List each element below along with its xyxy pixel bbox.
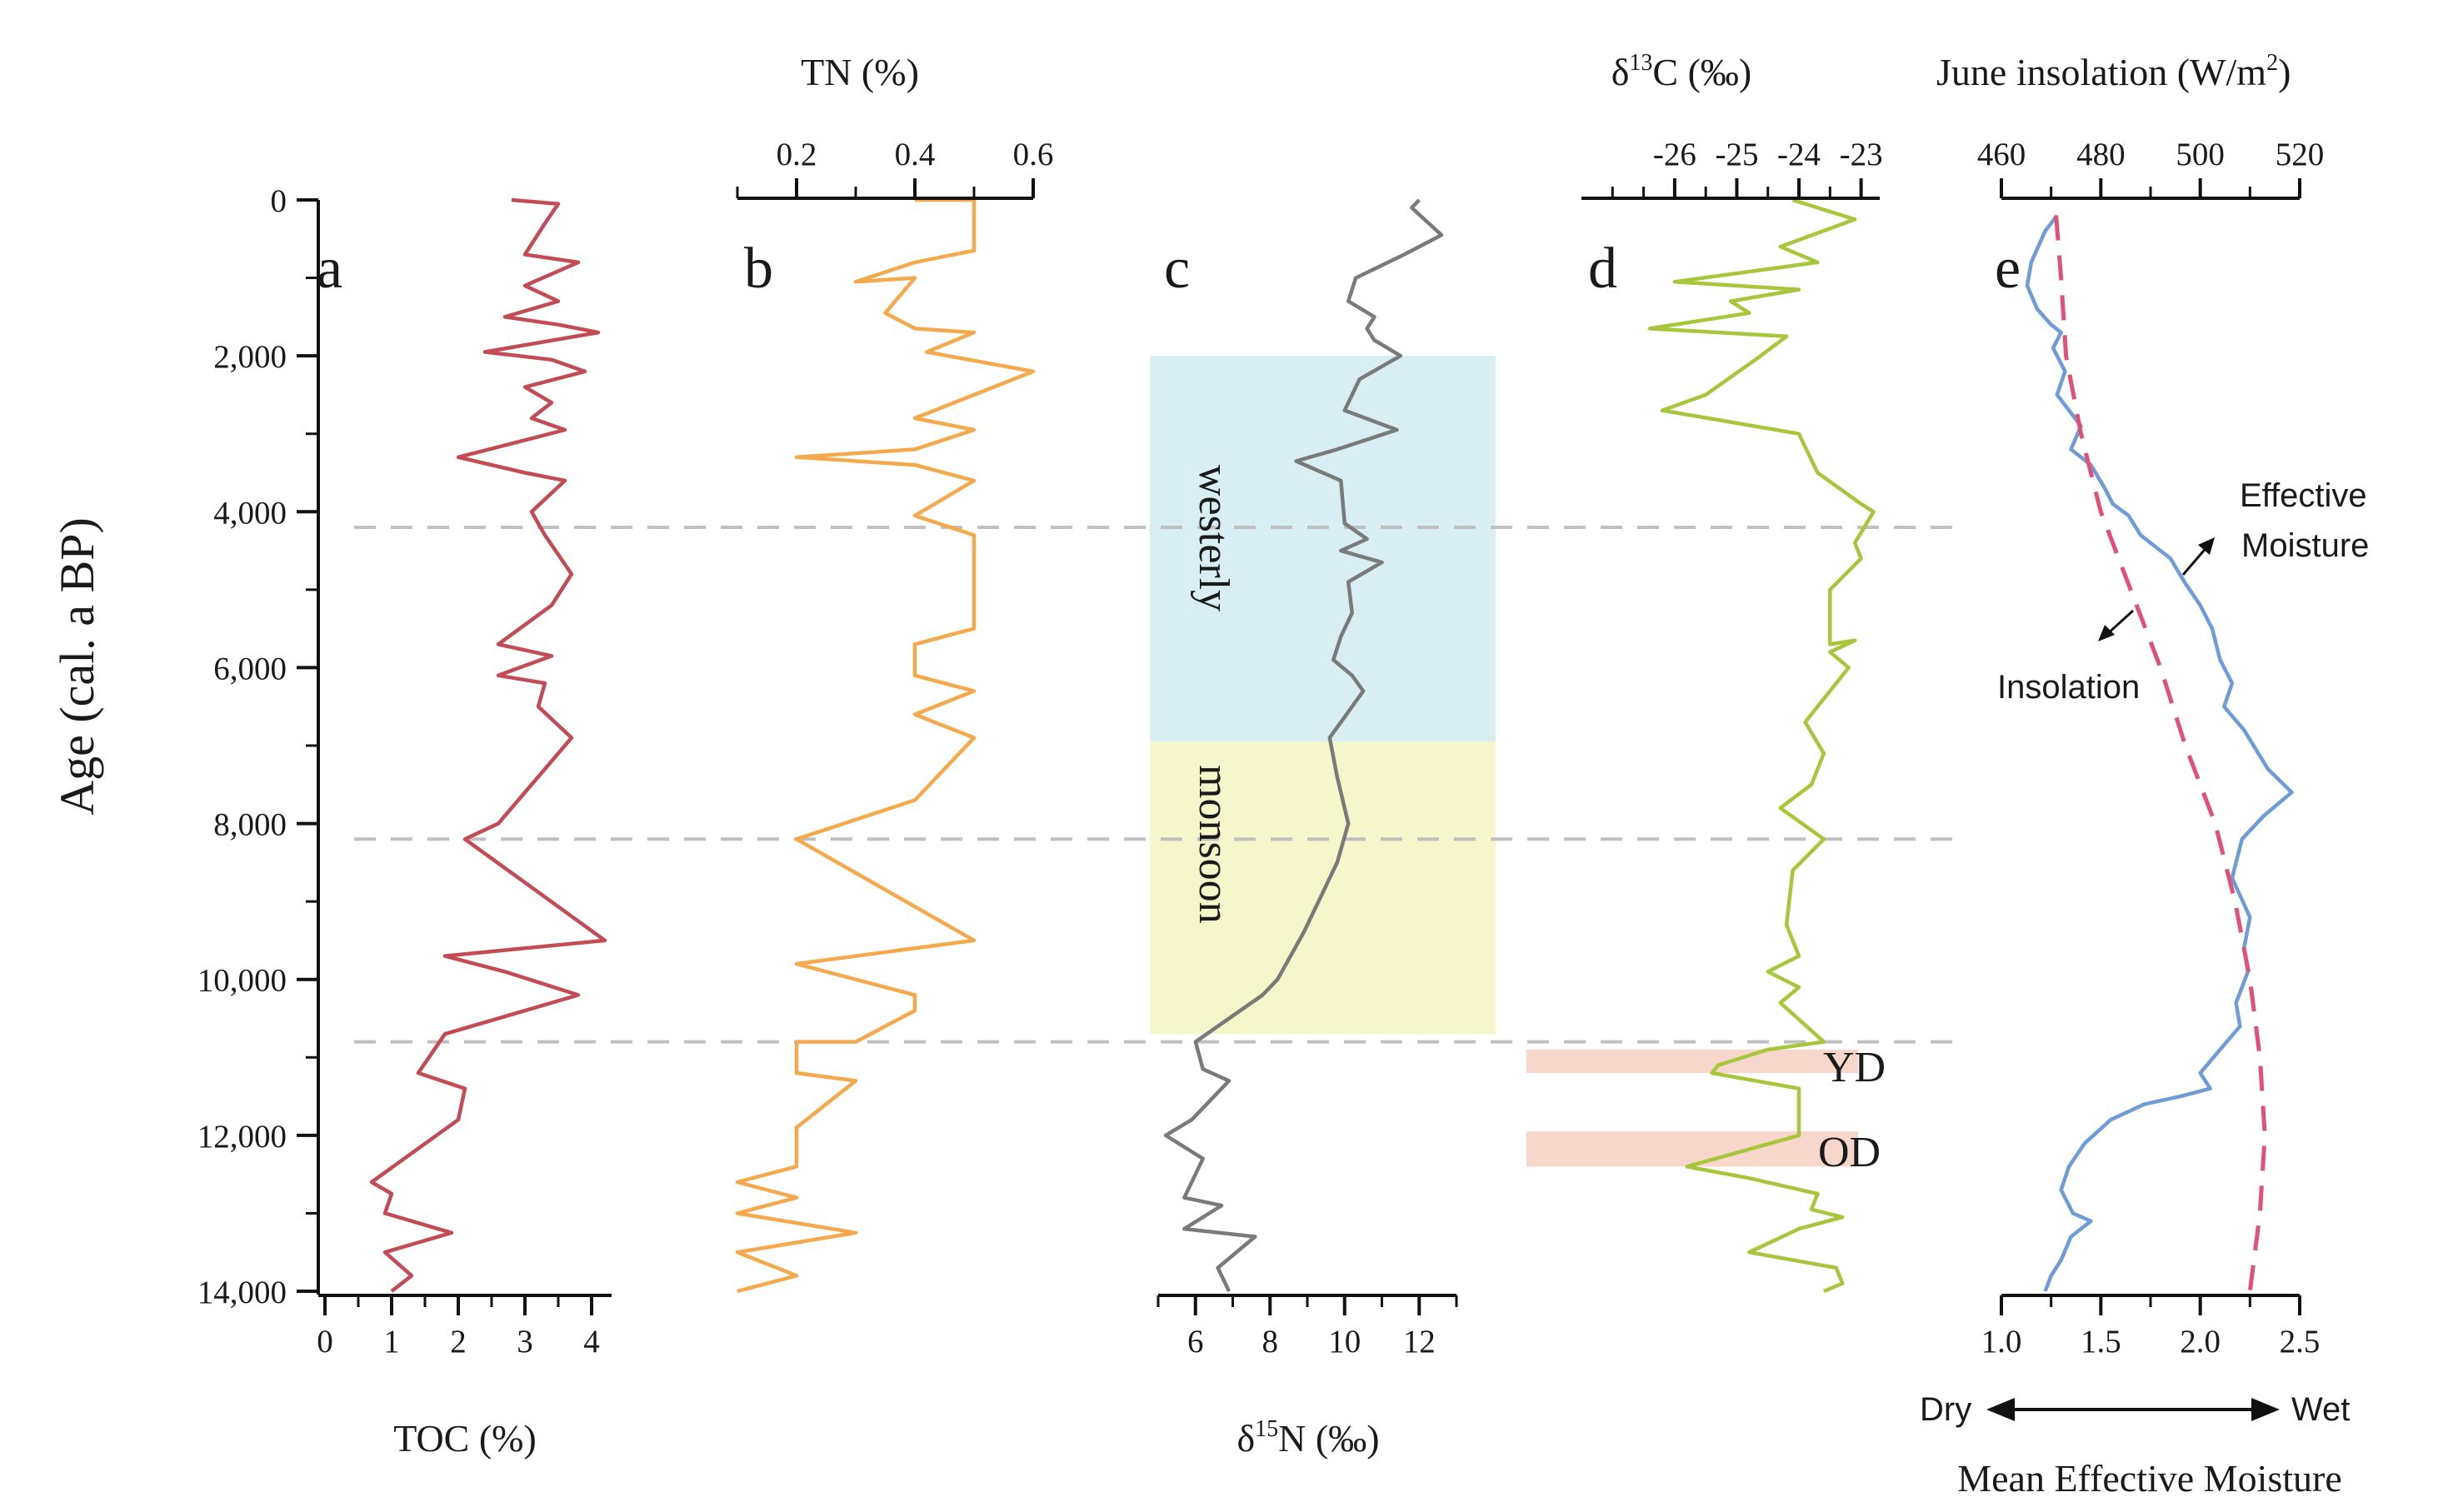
band-westerly <box>1150 356 1496 742</box>
wet-label: Wet <box>2291 1391 2350 1428</box>
insolation-tick-label: 480 <box>2076 137 2126 172</box>
band-monsoon <box>1150 741 1496 1035</box>
age-axis-title: Age (cal. a BP) <box>50 517 104 816</box>
d13c-tick-label: -23 <box>1840 137 1883 172</box>
d15n-tick-label: 12 <box>1403 1324 1436 1360</box>
toc-tick-label: 2 <box>450 1324 467 1360</box>
tn-tick-label: 0.2 <box>777 137 817 172</box>
insolation-tick-label: 520 <box>2276 137 2325 172</box>
insolation-tick-label: 460 <box>1977 137 2026 172</box>
dry-arrow-head <box>1986 1398 2015 1421</box>
insolation-label: Insolation <box>1997 669 2140 706</box>
d15n-tick-label: 6 <box>1187 1324 1204 1360</box>
d13c-tick-label: -24 <box>1777 137 1821 172</box>
d13c-series-line <box>1647 197 1876 1294</box>
age-tick-label: 2,000 <box>213 339 287 375</box>
bands-layer <box>1150 356 1858 1167</box>
effective-moisture-arrow-head <box>2198 537 2215 555</box>
effective-moisture-label-1: Effective <box>2240 477 2367 514</box>
moisture-tick-label: 1.5 <box>2081 1324 2121 1360</box>
d15n-series-line <box>1163 198 1444 1292</box>
moisture-tick-label: 2.0 <box>2180 1324 2221 1360</box>
moisture-tick-label: 1.0 <box>1981 1324 2022 1360</box>
insolation-arrow-head <box>2098 625 2115 641</box>
westerly-label: westerly <box>1190 465 1237 611</box>
effective-moisture-label-2: Moisture <box>2241 527 2369 564</box>
moisture-axis-title: Mean Effective Moisture <box>1957 1457 2342 1500</box>
od-label: OD <box>1818 1129 1881 1176</box>
moisture-series-line <box>2025 214 2294 1292</box>
age-tick-label: 10,000 <box>197 963 287 999</box>
d15n-tick-label: 10 <box>1328 1324 1361 1360</box>
tn-axis-title: TN (%) <box>801 51 919 93</box>
panel-label-d: d <box>1588 237 1617 301</box>
d15n-tick-label: 8 <box>1262 1324 1279 1360</box>
guides-layer <box>354 526 1958 1044</box>
monsoon-label: monsoon <box>1190 765 1237 924</box>
insolation-arrow <box>2105 609 2135 636</box>
insolation-series-line <box>2054 215 2267 1292</box>
age-tick-label: 8,000 <box>213 807 287 843</box>
age-tick-label: 0 <box>271 183 287 219</box>
toc-tick-label: 0 <box>317 1324 333 1360</box>
toc-axis-title: TOC (%) <box>393 1417 537 1460</box>
age-tick-label: 6,000 <box>213 651 287 686</box>
yd-label: YD <box>1823 1044 1886 1091</box>
panel-label-b: b <box>744 237 773 301</box>
insolation-tick-label: 500 <box>2176 137 2225 172</box>
age-tick-label: 12,000 <box>197 1119 287 1155</box>
d13c-tick-label: -25 <box>1715 137 1758 172</box>
effective-moisture-arrow <box>2181 545 2210 576</box>
toc-tick-label: 3 <box>517 1324 533 1360</box>
tn-tick-label: 0.4 <box>895 137 936 172</box>
tn-tick-label: 0.6 <box>1013 137 1054 172</box>
age-tick-label: 14,000 <box>197 1275 287 1310</box>
toc-tick-label: 1 <box>383 1324 400 1360</box>
tn-series-line <box>735 197 1036 1294</box>
d13c-tick-label: -26 <box>1653 137 1696 172</box>
moisture-tick-label: 2.5 <box>2280 1324 2321 1360</box>
panel-label-e: e <box>1995 237 2021 301</box>
panel-label-a: a <box>317 237 342 301</box>
insolation-axis-title: June insolation (W/m2) <box>1936 50 2291 93</box>
band-YD <box>1526 1049 1858 1073</box>
dry-label: Dry <box>1920 1391 1971 1428</box>
d13c-axis-title: δ13C (‰) <box>1611 50 1752 93</box>
wet-arrow-head <box>2251 1398 2280 1421</box>
toc-series-line <box>369 197 607 1293</box>
toc-tick-label: 4 <box>583 1324 600 1360</box>
d15n-axis-title: δ15N (‰) <box>1236 1416 1379 1460</box>
age-tick-label: 4,000 <box>213 495 287 531</box>
panel-label-c: c <box>1164 237 1190 301</box>
band-OD <box>1526 1131 1858 1167</box>
series-layer <box>369 197 2294 1294</box>
axes-layer: 0 2,000 4,000 6,000 8,000 10,000 12,000 14,000 0… <box>197 137 2325 1360</box>
